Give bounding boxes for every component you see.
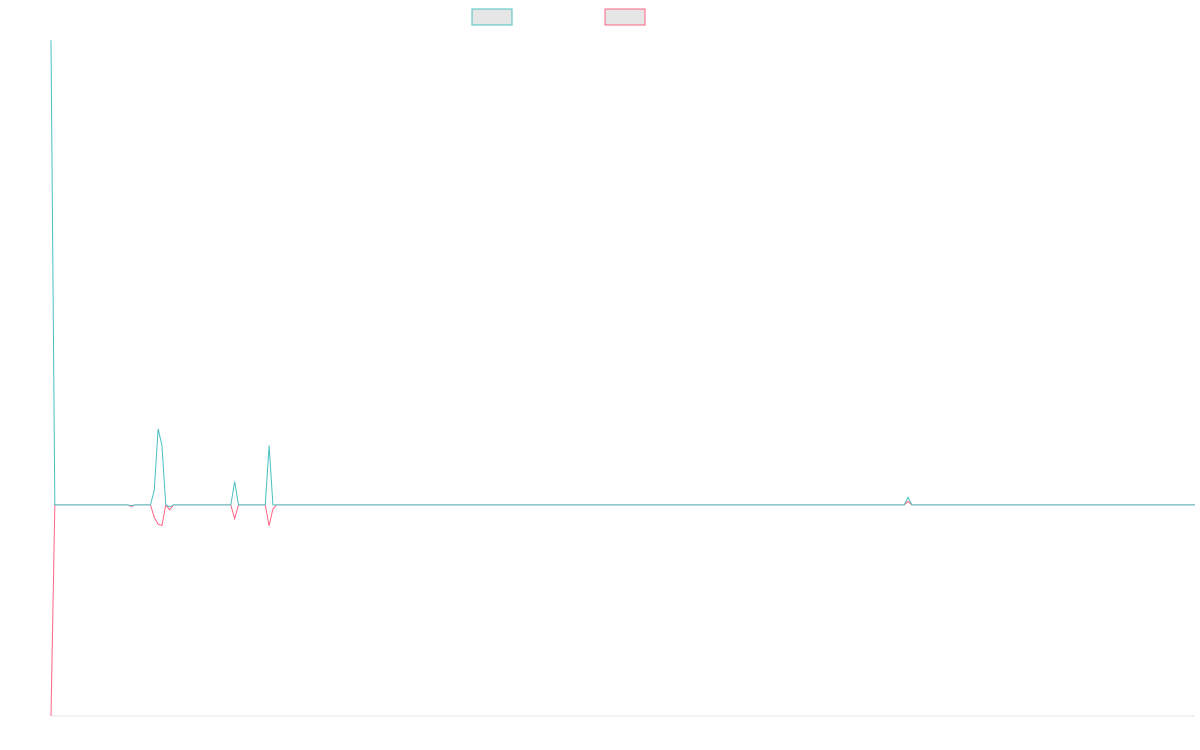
series-a-line bbox=[50, 40, 1195, 508]
legend-swatch-series-b[interactable] bbox=[604, 8, 646, 26]
series-layer bbox=[50, 40, 1195, 717]
series-b-line bbox=[50, 500, 1195, 717]
legend-swatch-series-a[interactable] bbox=[471, 8, 513, 26]
legend[interactable] bbox=[471, 8, 646, 26]
